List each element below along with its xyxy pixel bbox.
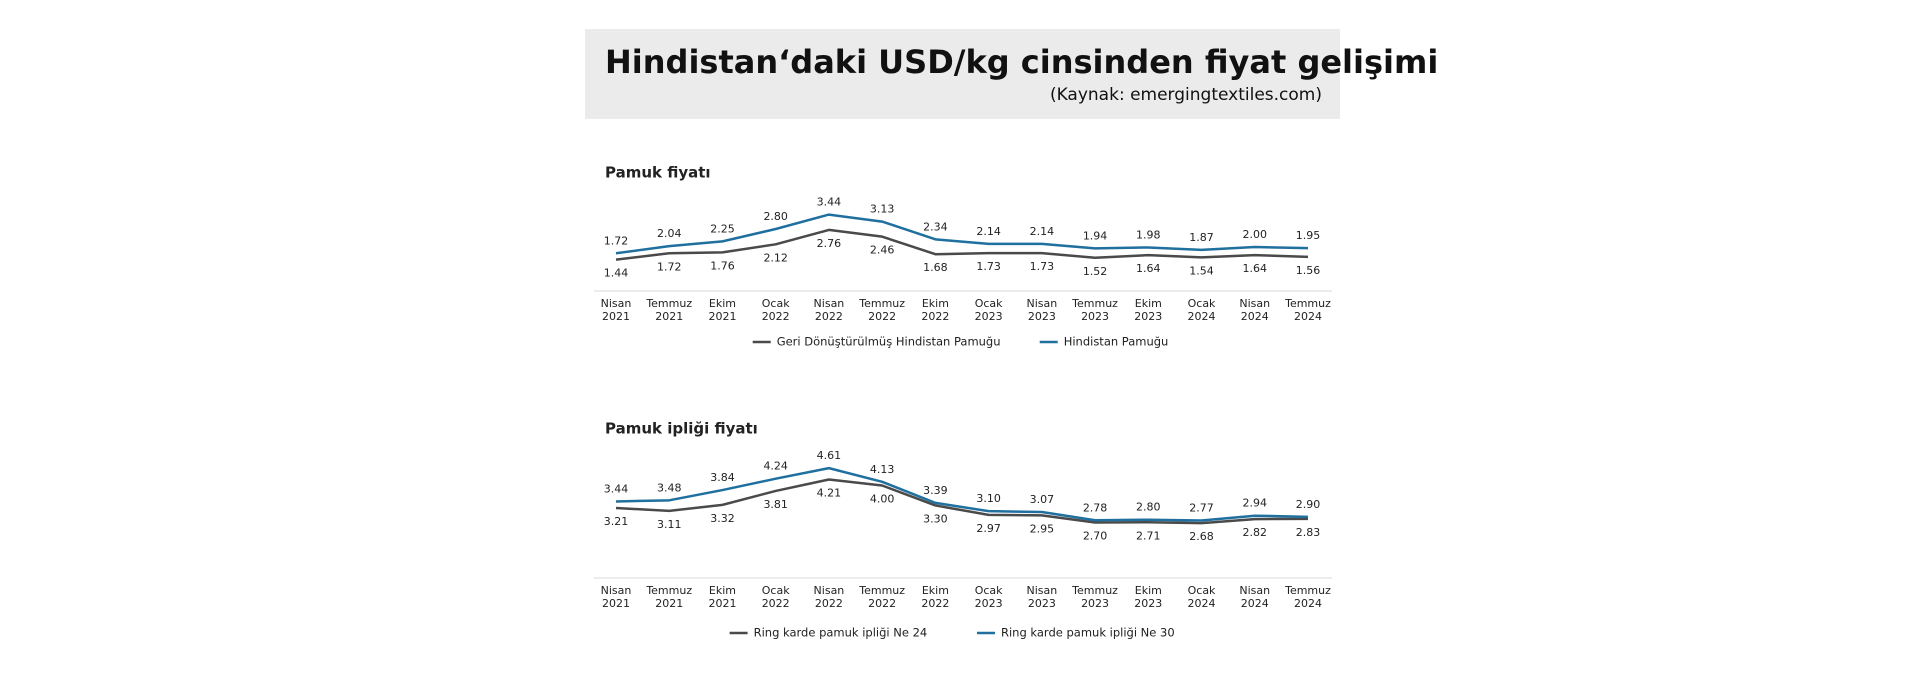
data-label: 1.72 bbox=[657, 260, 682, 273]
legend-label: Hindistan Pamuğu bbox=[1064, 335, 1169, 349]
data-label: 1.68 bbox=[923, 261, 948, 274]
data-label: 2.82 bbox=[1243, 526, 1268, 539]
data-label: 1.44 bbox=[604, 267, 629, 280]
x-tick-label: Nisan 2021 bbox=[600, 584, 632, 610]
data-label: 3.84 bbox=[710, 471, 735, 484]
data-label: 2.70 bbox=[1083, 530, 1108, 543]
data-label: 2.14 bbox=[976, 225, 1001, 238]
data-label: 4.24 bbox=[763, 460, 788, 473]
data-label: 1.73 bbox=[976, 260, 1001, 273]
series-line bbox=[615, 228, 1309, 261]
x-tick-label: Nisan 2023 bbox=[1026, 584, 1058, 610]
series-line bbox=[615, 478, 1309, 525]
x-tick-label: Temmuz 2022 bbox=[859, 584, 906, 610]
x-tick-label: Ocak 2023 bbox=[974, 584, 1003, 610]
series-line bbox=[615, 213, 1309, 255]
data-label: 3.30 bbox=[923, 512, 948, 525]
x-tick-label: Nisan 2022 bbox=[813, 297, 845, 323]
x-tick-label: Ekim 2022 bbox=[921, 297, 950, 323]
data-label: 4.21 bbox=[817, 487, 842, 500]
x-tick-label: Nisan 2021 bbox=[600, 297, 632, 323]
data-label: 2.76 bbox=[817, 237, 842, 250]
data-label: 1.56 bbox=[1296, 264, 1321, 277]
x-tick-label: Ocak 2022 bbox=[761, 297, 790, 323]
x-tick-label: Temmuz 2023 bbox=[1072, 584, 1118, 610]
series-line bbox=[615, 466, 1309, 522]
x-tick-label: Temmuz 2021 bbox=[646, 584, 693, 610]
page-title: Hindistan‘daki USD/kg cinsinden fiyat ge… bbox=[605, 43, 1439, 81]
data-label: 3.44 bbox=[817, 196, 842, 209]
x-tick-label: Nisan 2023 bbox=[1026, 297, 1058, 323]
chart-title: Pamuk ipliği fiyatı bbox=[605, 420, 758, 438]
data-label: 2.04 bbox=[657, 227, 682, 240]
data-label: 2.71 bbox=[1136, 529, 1161, 542]
data-label: 3.21 bbox=[604, 515, 629, 528]
data-label: 1.98 bbox=[1136, 228, 1161, 241]
x-tick-label: Temmuz 2024 bbox=[1285, 584, 1331, 610]
data-label: 2.34 bbox=[923, 220, 948, 233]
x-tick-label: Ekim 2021 bbox=[708, 297, 737, 323]
data-label: 2.77 bbox=[1189, 502, 1214, 515]
data-label: 1.94 bbox=[1083, 229, 1108, 242]
x-tick-label: Ocak 2024 bbox=[1187, 584, 1216, 610]
source: (Kaynak: emergingtextiles.com) bbox=[1049, 85, 1322, 105]
data-label: 3.07 bbox=[1030, 493, 1055, 506]
data-label: 2.80 bbox=[763, 210, 788, 223]
header: Hindistan‘daki USD/kg cinsinden fiyat ge… bbox=[585, 29, 1438, 119]
data-label: 2.80 bbox=[1136, 501, 1161, 514]
x-tick-label: Ocak 2022 bbox=[761, 584, 790, 610]
data-label: 1.76 bbox=[710, 259, 735, 272]
x-tick-label: Ekim 2021 bbox=[708, 584, 737, 610]
x-tick-label: Nisan 2022 bbox=[813, 584, 845, 610]
data-label: 3.13 bbox=[870, 203, 895, 216]
x-tick-label: Ekim 2023 bbox=[1134, 584, 1163, 610]
data-label: 1.87 bbox=[1189, 231, 1214, 244]
data-label: 2.78 bbox=[1083, 501, 1108, 514]
data-label: 2.00 bbox=[1243, 228, 1268, 241]
x-tick-label: Temmuz 2021 bbox=[646, 297, 693, 323]
data-label: 4.61 bbox=[817, 449, 842, 462]
data-label: 2.94 bbox=[1243, 497, 1268, 510]
data-label: 2.83 bbox=[1296, 526, 1321, 539]
x-tick-label: Temmuz 2022 bbox=[859, 297, 906, 323]
x-tick-label: Ocak 2023 bbox=[974, 297, 1003, 323]
data-label: 1.95 bbox=[1296, 229, 1321, 242]
x-tick-label: Temmuz 2024 bbox=[1285, 297, 1331, 323]
x-tick-label: Ekim 2023 bbox=[1134, 297, 1163, 323]
data-label: 3.48 bbox=[657, 481, 682, 494]
x-tick-label: Temmuz 2023 bbox=[1072, 297, 1118, 323]
data-label: 2.46 bbox=[870, 244, 895, 257]
data-label: 4.00 bbox=[870, 493, 895, 506]
data-label: 2.95 bbox=[1030, 522, 1055, 535]
legend-label: Ring karde pamuk ipliği Ne 30 bbox=[1001, 626, 1175, 640]
data-label: 3.32 bbox=[710, 512, 735, 525]
data-label: 1.72 bbox=[604, 234, 629, 247]
data-label: 1.64 bbox=[1136, 262, 1161, 275]
data-label: 3.11 bbox=[657, 518, 682, 531]
x-tick-label: Nisan 2024 bbox=[1239, 584, 1271, 610]
legend-label: Ring karde pamuk ipliği Ne 24 bbox=[754, 626, 928, 640]
data-label: 2.90 bbox=[1296, 498, 1321, 511]
data-label: 2.12 bbox=[763, 251, 788, 264]
data-label: 1.73 bbox=[1030, 260, 1055, 273]
data-label: 1.64 bbox=[1243, 262, 1268, 275]
data-label: 2.97 bbox=[976, 522, 1001, 535]
chart-title: Pamuk fiyatı bbox=[605, 164, 711, 182]
data-label: 3.10 bbox=[976, 492, 1001, 505]
data-label: 3.81 bbox=[763, 498, 788, 511]
data-label: 2.14 bbox=[1030, 225, 1055, 238]
data-label: 4.13 bbox=[870, 463, 895, 476]
data-label: 2.25 bbox=[710, 222, 735, 235]
data-label: 1.54 bbox=[1189, 264, 1214, 277]
data-label: 2.68 bbox=[1189, 530, 1214, 543]
x-tick-label: Nisan 2024 bbox=[1239, 297, 1271, 323]
data-label: 3.44 bbox=[604, 482, 629, 495]
legend-label: Geri Dönüştürülmüş Hindistan Pamuğu bbox=[777, 335, 1001, 349]
data-label: 3.39 bbox=[923, 484, 948, 497]
x-tick-label: Ocak 2024 bbox=[1187, 297, 1216, 323]
data-label: 1.52 bbox=[1083, 265, 1108, 278]
x-tick-label: Ekim 2022 bbox=[921, 584, 950, 610]
